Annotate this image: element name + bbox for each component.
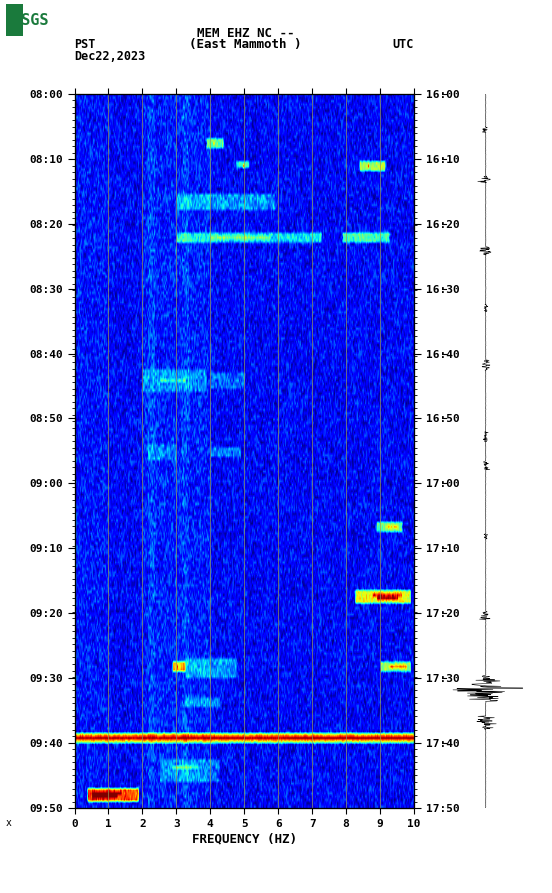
- X-axis label: FREQUENCY (HZ): FREQUENCY (HZ): [192, 833, 297, 846]
- Bar: [6, 4, 23, 36]
- Text: MEM EHZ NC --: MEM EHZ NC --: [197, 27, 294, 39]
- Text: UTC: UTC: [392, 38, 414, 51]
- Text: (East Mammoth ): (East Mammoth ): [189, 38, 302, 51]
- Text: Dec22,2023: Dec22,2023: [75, 50, 146, 63]
- Text: x: x: [6, 818, 12, 828]
- Text: USGS: USGS: [12, 13, 49, 28]
- Text: PST: PST: [75, 38, 96, 51]
